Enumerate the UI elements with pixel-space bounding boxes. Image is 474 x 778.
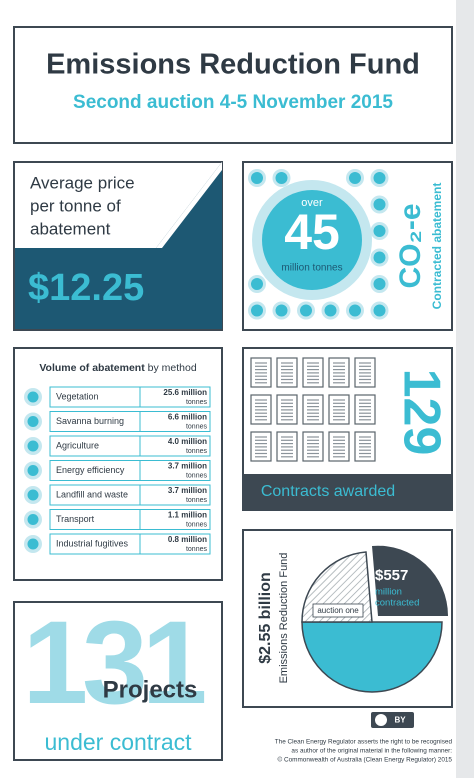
footer-line: as author of the original material in th… [291, 748, 452, 755]
abatement-unit: million tonnes [281, 263, 342, 274]
row-amount: 3.7 million [168, 462, 207, 471]
row-unit: tonnes [186, 423, 208, 430]
row-method: Agriculture [56, 440, 99, 450]
auction-label: auction one [317, 606, 359, 615]
price-band [15, 162, 222, 329]
header-box [13, 26, 453, 144]
row-icon [27, 465, 39, 476]
dot [373, 172, 386, 184]
projects-sublabel: under contract [44, 729, 192, 755]
pie-contracted [372, 545, 449, 616]
row-amount: 4.0 million [168, 437, 207, 446]
title: Emissions Reduction Fund [46, 49, 420, 81]
dot [251, 304, 263, 317]
price-label: abatement [30, 219, 111, 238]
row-amount: 1.1 million [168, 511, 207, 520]
dot [251, 278, 263, 290]
row-icon [27, 416, 39, 427]
footer-line: © Commonwealth of Australia (Clean Energ… [277, 756, 452, 764]
subtitle: Second auction 4-5 November 2015 [73, 92, 393, 113]
row-box [49, 533, 211, 555]
row-box [49, 435, 211, 457]
row-icon [27, 514, 39, 525]
dot [373, 225, 386, 237]
icon-grid [248, 169, 389, 320]
contracts-label: Contracts awarded [261, 483, 395, 500]
row-amount: 3.7 million [168, 486, 207, 495]
contracts-bar [244, 474, 451, 509]
row-amount: 6.6 million [168, 413, 207, 422]
dot [373, 251, 386, 264]
dot [349, 172, 361, 184]
projects-box [13, 601, 223, 761]
row-method: Industrial fugitives [56, 538, 129, 548]
row-method: Savanna burning [56, 416, 124, 426]
row-box [49, 509, 211, 530]
row-icon [27, 489, 39, 501]
dot [251, 172, 263, 184]
price-value: $12.25 [28, 267, 144, 309]
dot [373, 304, 386, 317]
row-icon [27, 391, 39, 403]
row-unit: tonnes [186, 497, 208, 504]
projects-value: 131 [23, 597, 205, 729]
auction-tag [312, 603, 364, 618]
row-unit: tonnes [186, 399, 208, 406]
row-box [49, 460, 211, 481]
dot [275, 172, 288, 184]
abatement-symbol: CO₂-e [394, 203, 427, 288]
big-circle [262, 190, 362, 290]
dot [373, 278, 386, 290]
price-edge [156, 162, 222, 248]
dot [324, 304, 337, 317]
dot [275, 304, 288, 317]
dot [349, 304, 361, 317]
row-method: Energy efficiency [56, 465, 125, 475]
row-icon [27, 538, 39, 550]
cc-license: BY [394, 716, 406, 725]
slice-label: contracted [375, 598, 419, 609]
row-unit: tonnes [186, 546, 208, 553]
row-box [49, 484, 211, 506]
contracts-value: 129 [392, 369, 450, 456]
price-label: Average price [30, 173, 135, 192]
dot [300, 304, 312, 317]
row-amount: 25.6 million [163, 388, 207, 397]
abatement-caption: Contracted abatement [430, 183, 444, 310]
pie-remaining [301, 621, 443, 693]
price-label: per tonne of [30, 196, 121, 215]
fund-name: Emissions Reduction Fund [278, 553, 290, 684]
cc-icon [375, 714, 387, 726]
abatement-value: 45 [284, 204, 340, 260]
row-unit: tonnes [186, 472, 208, 479]
slice-label: million [375, 587, 402, 598]
fund-total: $2.55 billion [257, 572, 274, 664]
dot [373, 198, 386, 211]
side-strip [456, 0, 474, 778]
row-amount: 0.8 million [168, 535, 207, 544]
row-box [49, 386, 211, 408]
projects-label: Projects [103, 676, 198, 703]
row-unit: tonnes [186, 521, 208, 528]
footer-line: The Clean Energy Regulator asserts the r… [275, 739, 453, 746]
row-method: Vegetation [56, 391, 99, 401]
slice-value: $557 [375, 567, 408, 584]
abatement-prefix: over [301, 197, 323, 209]
volume-title: Volume of abatement by method [39, 362, 197, 374]
row-box [49, 411, 211, 432]
row-icon [27, 440, 39, 452]
row-method: Landfill and waste [56, 489, 128, 499]
document-grid [250, 357, 376, 462]
row-unit: tonnes [186, 448, 208, 455]
volume-rows: Vegetation 25.6 million tonnes Savanna burn… [24, 386, 211, 555]
row-method: Transport [56, 514, 95, 524]
volume-title-rest: by method [148, 362, 197, 374]
volume-title-bold: Volume of abatement [39, 362, 145, 374]
